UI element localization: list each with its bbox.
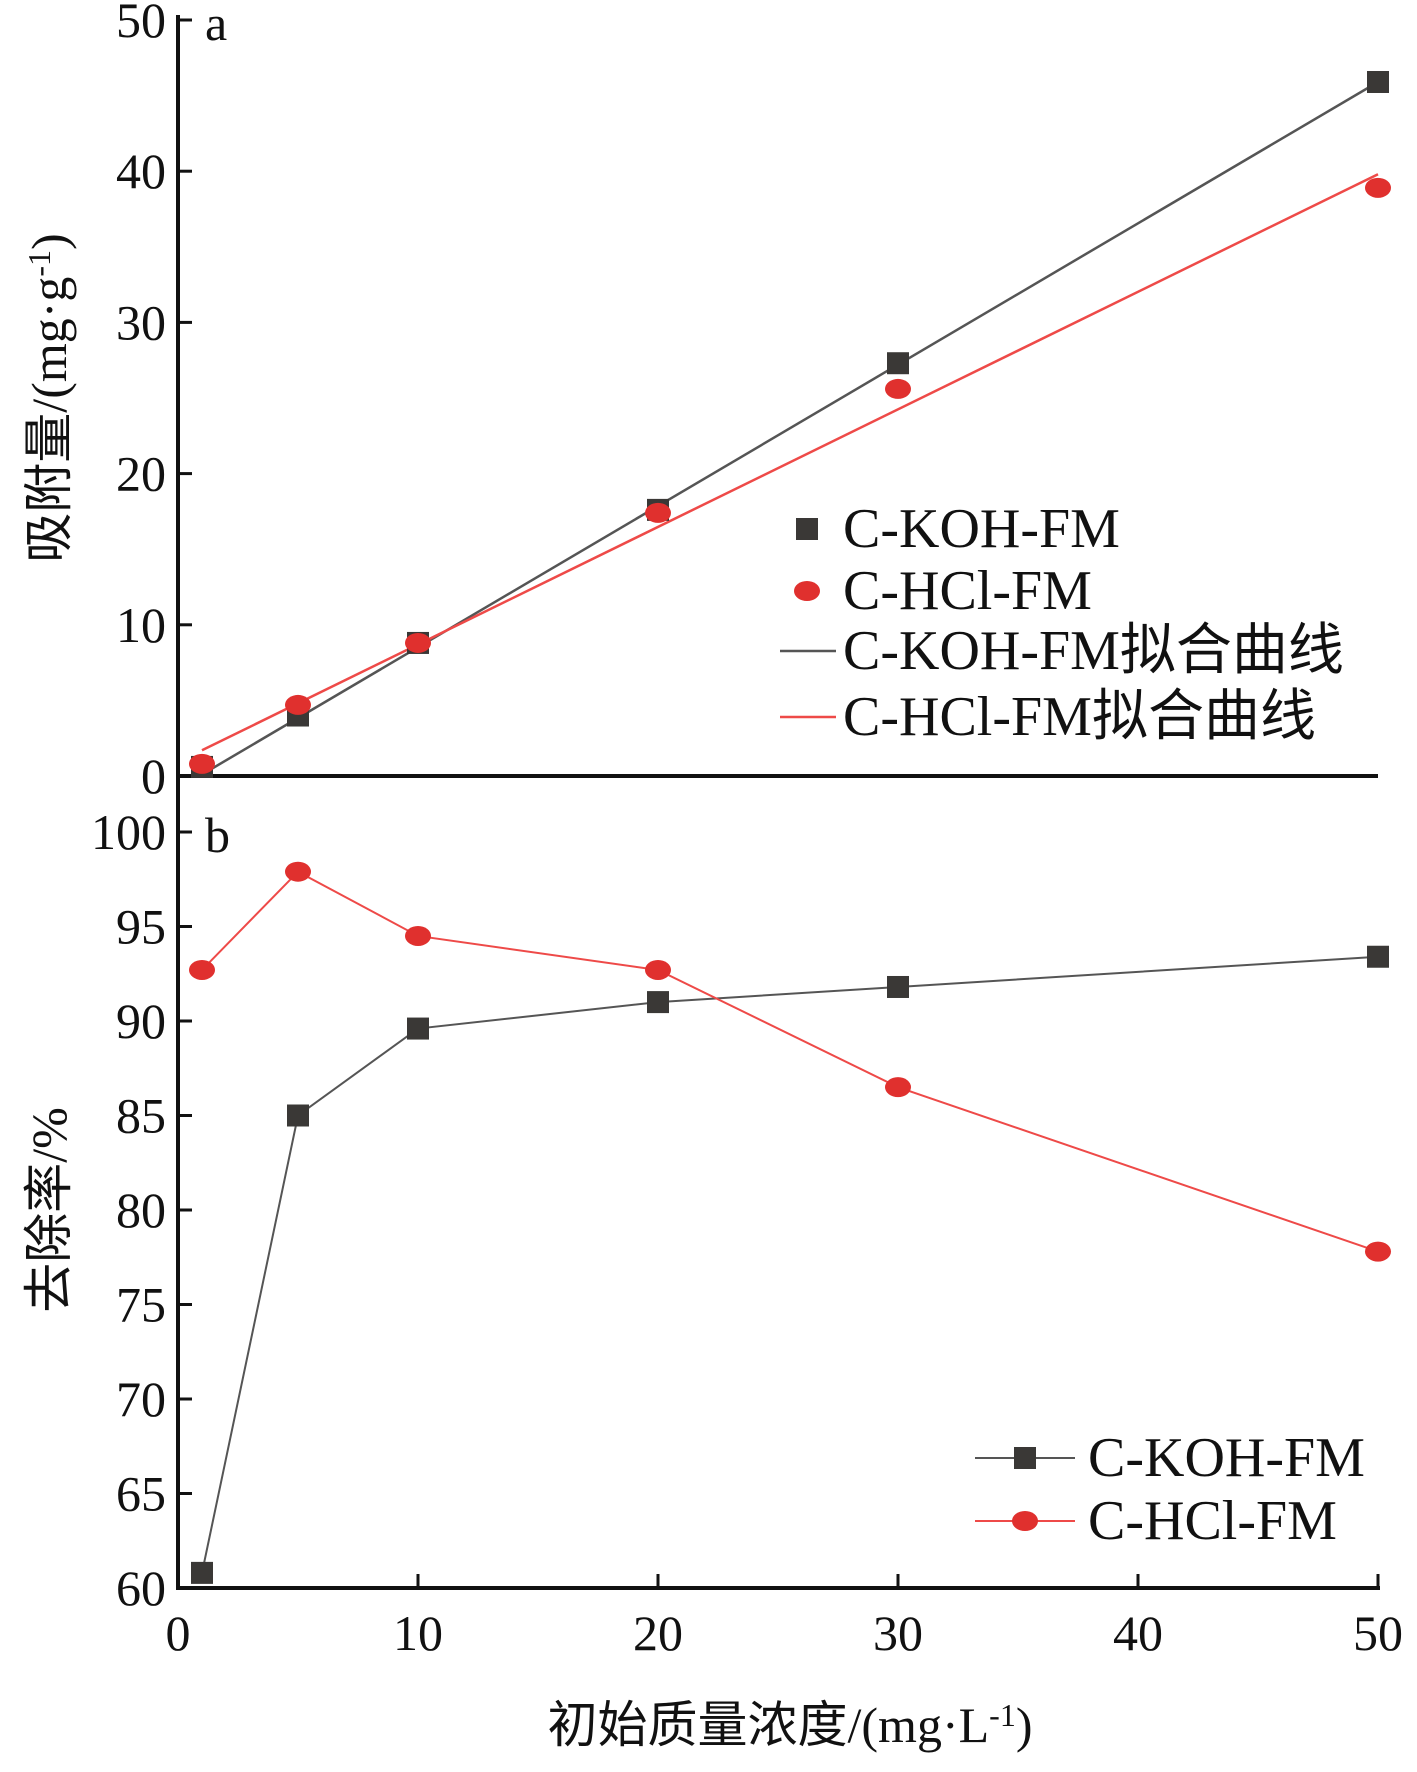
- panel-a-y-tick-label: 20: [116, 446, 166, 502]
- panel-a-legend-koh-fit-label: C-KOH-FM拟合曲线: [843, 620, 1344, 682]
- panel-a-hcl-point: [189, 753, 215, 774]
- panel-b-y-tick-label: 65: [116, 1466, 166, 1522]
- panel-b-legend-hcl-label: C-HCl-FM: [1088, 1490, 1337, 1552]
- panel-b-hcl-point: [189, 959, 215, 980]
- panel-a-y-tick-label: 40: [116, 143, 166, 199]
- panel-b-legend-hcl-marker: [1012, 1511, 1038, 1531]
- panel-b-y-tick-label: 95: [116, 899, 166, 955]
- panel-b-y-tick-label: 70: [116, 1371, 166, 1427]
- panel-a-legend-koh-label: C-KOH-FM: [843, 498, 1120, 560]
- panel-a-y-axis-title-main: 吸附量/(mg·g: [21, 277, 77, 563]
- panel-b-y-tick-label: 90: [116, 993, 166, 1049]
- panel-b-hcl-line: [201, 870, 1379, 1253]
- panel-b-legend-koh-marker: [1014, 1447, 1036, 1469]
- panel-b: 60 65 70 75 80 85 90 95 100 0 10 20 30 40 50 b 去除率/% 初始质量…: [21, 776, 1403, 1753]
- panel-b-letter: b: [205, 807, 230, 863]
- panel-b-legend-koh-label: C-KOH-FM: [1088, 1427, 1365, 1489]
- panel-b-y-tick-label: 85: [116, 1088, 166, 1144]
- panel-b-y-tick-label: 75: [116, 1277, 166, 1333]
- x-axis-title: 初始质量浓度/(mg·L-1): [548, 1697, 1033, 1753]
- panel-b-koh-point: [407, 1017, 429, 1040]
- panel-b-hcl-point: [885, 1077, 911, 1098]
- panel-b-koh-point: [287, 1104, 309, 1127]
- panel-b-hcl-point: [645, 959, 671, 980]
- panel-b-hcl-point: [285, 861, 311, 882]
- panel-a-koh-point: [1367, 70, 1389, 93]
- panel-b-hcl-point: [1365, 1241, 1391, 1262]
- panel-a-y-tick-label: 50: [116, 0, 166, 48]
- panel-b-y-tick-label: 80: [116, 1182, 166, 1238]
- panel-b-koh-point: [191, 1561, 213, 1584]
- panel-b-koh-line: [201, 955, 1379, 1574]
- panel-a-y-axis-title-sup: -1: [21, 250, 57, 277]
- panel-a-y-axis-title-close: ): [21, 233, 77, 250]
- panel-a-letter: a: [205, 0, 227, 51]
- panel-a-legend-koh-marker: [796, 518, 818, 540]
- panel-a-y-tick-label: 0: [141, 748, 166, 804]
- panel-a-legend-hcl-label: C-HCl-FM: [843, 560, 1092, 622]
- panel-a-legend-hcl-fit-label: C-HCl-FM拟合曲线: [843, 686, 1316, 748]
- panel-b-legend: C-KOH-FMC-HCl-FM: [975, 1427, 1365, 1552]
- panel-b-koh-point: [887, 975, 909, 998]
- panel-a-y-axis-title: 吸附量/(mg·g-1): [21, 233, 77, 562]
- panel-b-koh-point: [647, 991, 669, 1014]
- panel-a-y-tick-label: 30: [116, 294, 166, 350]
- panel-a-hcl-fit-line: [201, 173, 1379, 752]
- panel-b-x-tick-label: 50: [1353, 1605, 1403, 1661]
- panel-b-x-tick-label: 30: [873, 1605, 923, 1661]
- panel-a-hcl-point: [885, 378, 911, 399]
- panel-a-hcl-point: [645, 502, 671, 523]
- panel-b-x-tick-label: 0: [166, 1605, 191, 1661]
- panel-b-x-tick-label: 40: [1113, 1605, 1163, 1661]
- panel-a-hcl-point: [285, 694, 311, 715]
- panel-a-koh-fit-line: [201, 80, 1379, 776]
- panel-b-x-tick-label: 10: [393, 1605, 443, 1661]
- x-axis-title-close: ): [1016, 1697, 1033, 1753]
- panel-b-y-axis-title: 去除率/%: [21, 1107, 77, 1313]
- panel-b-koh-point: [1367, 945, 1389, 968]
- panel-a-hcl-point: [405, 632, 431, 653]
- panel-b-y-tick-label: 100: [91, 804, 166, 860]
- panel-b-x-tick-label: 20: [633, 1605, 683, 1661]
- x-axis-title-main: 初始质量浓度/(mg·L: [548, 1697, 990, 1753]
- panel-a-y-tick-label: 10: [116, 597, 166, 653]
- panel-a-koh-point: [887, 352, 909, 375]
- panel-a-legend-hcl-marker: [794, 581, 820, 601]
- panel-b-y-tick-label: 60: [116, 1560, 166, 1616]
- panel-b-hcl-point: [405, 925, 431, 946]
- panel-a-hcl-point: [1365, 177, 1391, 198]
- x-axis-title-sup: -1: [989, 1697, 1016, 1733]
